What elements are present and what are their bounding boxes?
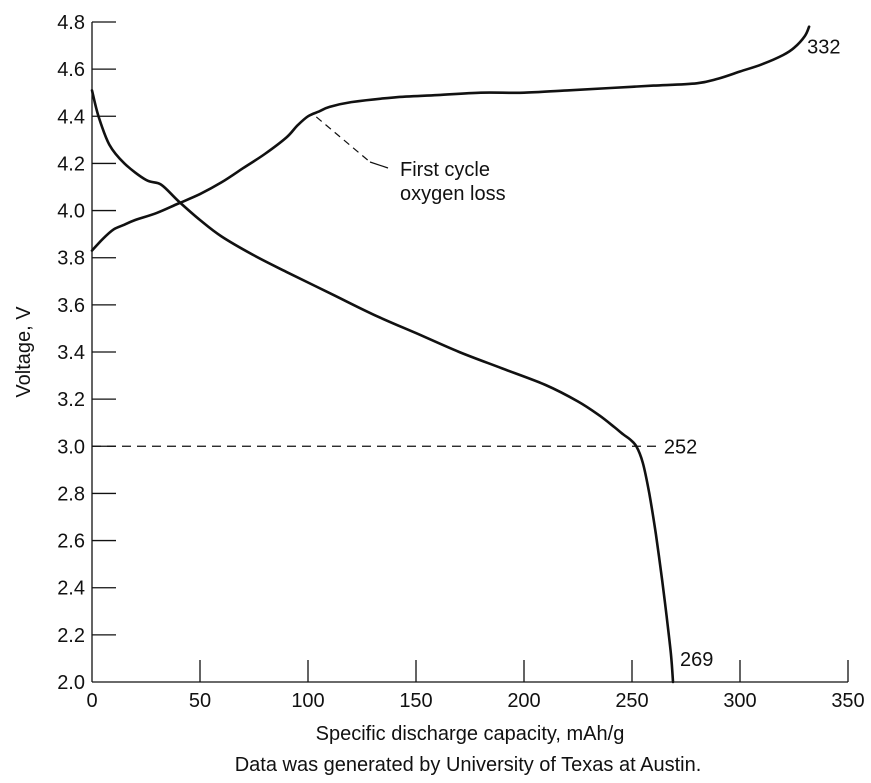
- y-tick-label-7: 3.4: [57, 342, 85, 364]
- x-tick-label-4: 200: [507, 690, 540, 712]
- x-tick-label-2: 100: [291, 690, 324, 712]
- x-tick-label-7: 350: [831, 690, 864, 712]
- x-tick-label-1: 50: [189, 690, 211, 712]
- y-tick-label-9: 3.8: [57, 248, 85, 270]
- y-axis-label: Voltage, V: [13, 306, 35, 398]
- y-tick-label-6: 3.2: [57, 389, 85, 411]
- reference-lines-layer: 252: [92, 436, 697, 458]
- chart-caption: Data was generated by University of Texa…: [235, 754, 702, 776]
- x-axis-label: Specific discharge capacity, mAh/g: [316, 723, 625, 745]
- end-charge-label: 332: [807, 37, 840, 59]
- x-tick-label-5: 250: [615, 690, 648, 712]
- y-tick-label-3: 2.6: [57, 531, 85, 553]
- series-line-1: [90, 89, 675, 684]
- y-tick-label-1: 2.2: [57, 625, 85, 647]
- y-tick-label-11: 4.2: [57, 153, 85, 175]
- x-tick-label-6: 300: [723, 690, 756, 712]
- y-tick-label-12: 4.4: [57, 106, 85, 128]
- y-tick-label-0: 2.0: [57, 672, 85, 694]
- series-layer: [90, 25, 811, 684]
- y-tick-label-2: 2.4: [57, 578, 85, 600]
- reference-line-label-0: 252: [664, 436, 697, 458]
- oxygen-loss-annotation-line-1: oxygen loss: [400, 183, 506, 205]
- y-tick-label-14: 4.8: [57, 12, 85, 34]
- oxygen-loss-annotation-line-0: First cycle: [400, 159, 490, 181]
- x-tick-label-0: 0: [86, 690, 97, 712]
- x-tick-label-3: 150: [399, 690, 432, 712]
- oxygen-loss-annotation: First cycle oxygen loss: [400, 159, 506, 205]
- y-tick-label-8: 3.6: [57, 295, 85, 317]
- end-discharge-label: 269: [680, 649, 713, 671]
- y-tick-label-13: 4.6: [57, 59, 85, 81]
- y-tick-label-5: 3.0: [57, 436, 85, 458]
- y-tick-label-4: 2.8: [57, 483, 85, 505]
- annotations-layer: First cycle oxygen loss 332 269: [315, 37, 840, 671]
- axes-layer: 0 50 100 150 200 250 300 350 2.0 2.2 2.4 2.6 2.8 3.0 3…: [57, 12, 865, 712]
- y-tick-label-10: 4.0: [57, 201, 85, 223]
- oxygen-loss-leader-tail: [369, 161, 389, 169]
- oxygen-loss-leader: [315, 116, 371, 163]
- series-line-0: [90, 25, 811, 252]
